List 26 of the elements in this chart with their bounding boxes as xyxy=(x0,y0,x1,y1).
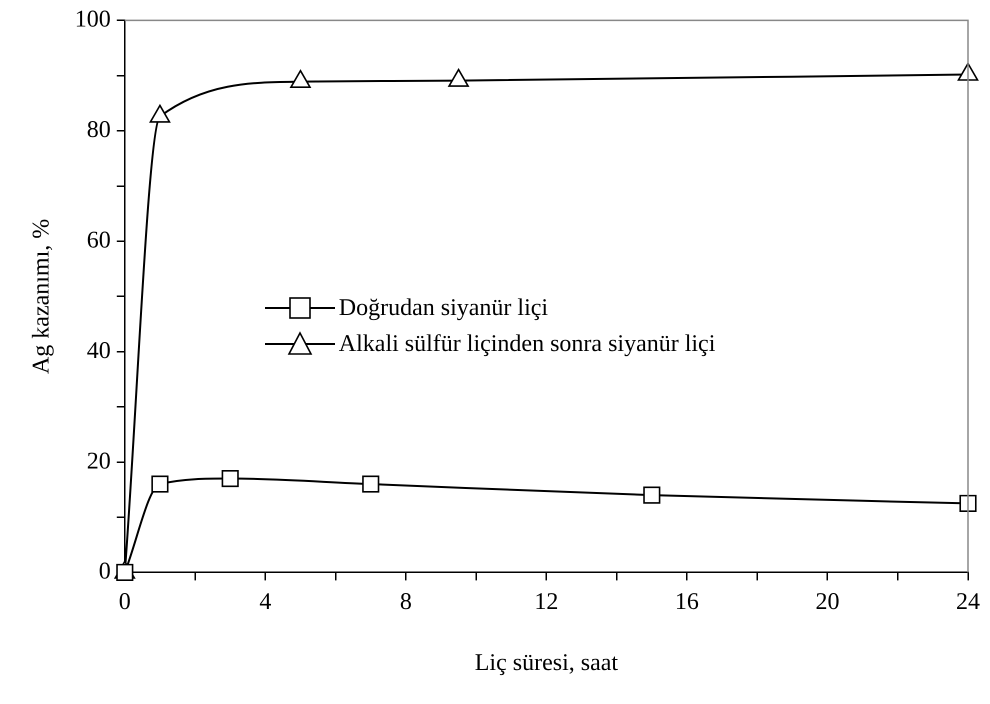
x-tick-label: 12 xyxy=(534,589,558,616)
legend-label: Doğrudan siyanür liçi xyxy=(338,294,548,322)
point xyxy=(448,68,469,87)
y-tick-label: 80 xyxy=(86,117,111,144)
point xyxy=(290,70,311,88)
y-tick-label: 100 xyxy=(74,6,111,33)
legend-label: Alkali sülfür liçinden sonra siyanür liçi xyxy=(338,330,716,358)
y-axis-title: Ag kazanımı, % xyxy=(28,218,55,374)
point xyxy=(362,476,380,493)
point xyxy=(958,62,978,81)
y-tick-label: 40 xyxy=(86,338,111,364)
point xyxy=(222,470,239,488)
x-axis-title: Liç süresi, saat xyxy=(474,650,618,676)
x-tick-label: 16 xyxy=(674,589,699,616)
point xyxy=(643,486,660,504)
point xyxy=(151,476,169,493)
y-tick-label: 0 xyxy=(98,558,111,585)
x-tick-label: 20 xyxy=(815,589,840,616)
x-tick-label: 8 xyxy=(400,589,412,616)
point xyxy=(959,494,977,512)
point xyxy=(150,104,170,123)
x-tick-label: 0 xyxy=(118,589,131,616)
y-tick-label: 60 xyxy=(86,227,111,254)
y-tick-label: 20 xyxy=(86,448,111,474)
x-tick-label: 24 xyxy=(956,589,980,616)
x-tick-label: 4 xyxy=(259,589,272,616)
